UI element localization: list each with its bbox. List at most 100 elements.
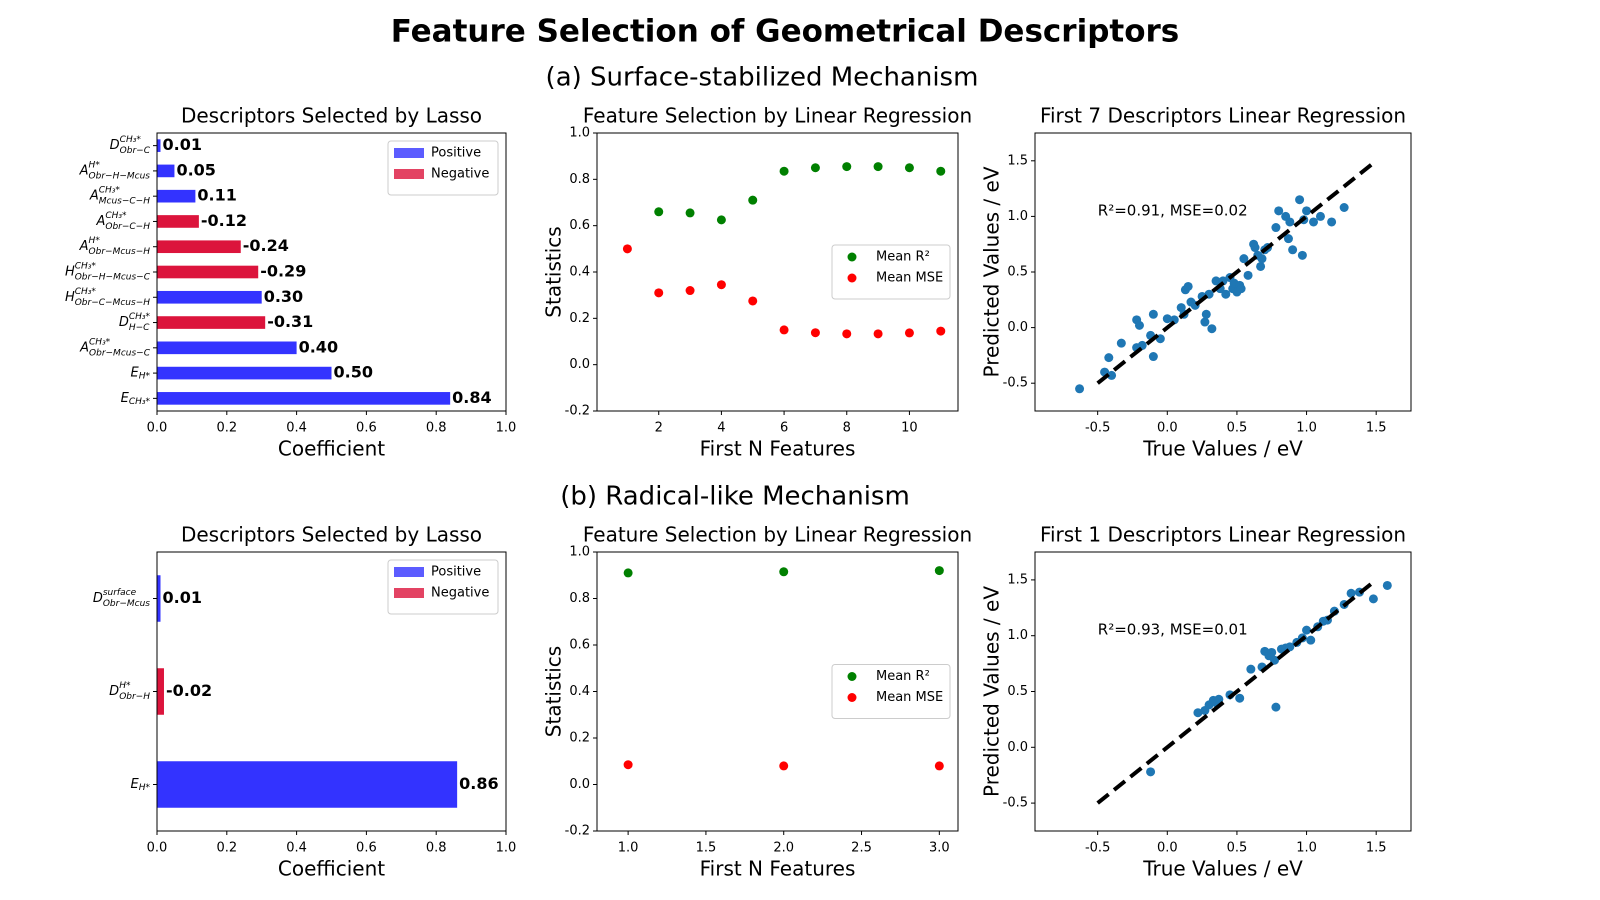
- y-axis-label: Predicted Values / eV: [980, 586, 1004, 797]
- point: [1075, 384, 1085, 394]
- x-tick-label: 0.5: [1227, 421, 1248, 436]
- x-tick-label: 0.2: [216, 421, 237, 436]
- point: [1104, 353, 1114, 363]
- point: [1107, 370, 1117, 380]
- y-tick-label: 0.4: [569, 265, 590, 280]
- axes-frame: [1034, 551, 1412, 832]
- legend-swatch: [394, 169, 424, 179]
- value-label: 0.11: [197, 186, 236, 205]
- y-tick-label: 0.0: [1007, 740, 1028, 755]
- category-label-sup: CH₃*: [75, 262, 97, 272]
- value-label: -0.12: [201, 211, 247, 230]
- point: [685, 208, 695, 218]
- category-label: E: [131, 366, 140, 381]
- point: [1201, 309, 1211, 319]
- category-label: H: [65, 290, 75, 305]
- point: [779, 166, 789, 176]
- point: [654, 207, 664, 217]
- x-tick-label: 0.2: [216, 841, 237, 856]
- bar: [157, 761, 458, 808]
- point: [1221, 289, 1231, 299]
- point: [1239, 254, 1249, 264]
- legend-label: Mean MSE: [876, 690, 943, 705]
- bar: [157, 189, 196, 203]
- annotation: R²=0.93, MSE=0.01: [1098, 621, 1248, 639]
- point: [1246, 664, 1256, 674]
- point: [1243, 270, 1253, 280]
- y-tick-label: 0.4: [569, 684, 590, 699]
- legend-label: Negative: [431, 167, 489, 182]
- point: [936, 326, 946, 336]
- point: [1134, 320, 1144, 330]
- legend-label: Mean MSE: [876, 271, 943, 286]
- axes-frame: [1034, 132, 1412, 412]
- x-tick-label: 8: [843, 421, 851, 436]
- y-tick-label: 0.8: [569, 172, 590, 187]
- x-axis-label: True Values / eV: [1142, 437, 1303, 461]
- category-label-sup: surface: [103, 588, 137, 598]
- y-tick-label: -0.5: [1003, 796, 1028, 811]
- point: [1302, 206, 1312, 216]
- x-tick-label: -0.5: [1085, 841, 1110, 856]
- point: [1309, 217, 1319, 227]
- point: [934, 761, 944, 771]
- value-label: 0.30: [264, 287, 303, 306]
- x-tick-label: 6: [780, 421, 788, 436]
- axes-frame: [156, 551, 507, 832]
- x-tick-label: 3.0: [929, 841, 950, 856]
- y-tick-label: -0.2: [565, 404, 590, 419]
- axes-frame: [596, 551, 959, 832]
- point: [623, 568, 633, 578]
- point: [936, 166, 946, 176]
- point: [1148, 309, 1158, 319]
- point: [1116, 338, 1126, 348]
- point: [1200, 317, 1210, 327]
- y-tick-label: -0.5: [1003, 376, 1028, 391]
- x-tick-label: 0.4: [286, 841, 307, 856]
- point: [1183, 281, 1193, 291]
- x-tick-label: 0.6: [356, 421, 377, 436]
- x-tick-label: 0.8: [426, 841, 447, 856]
- point: [1146, 767, 1156, 777]
- point: [779, 325, 789, 335]
- y-tick-label: 0.2: [569, 311, 590, 326]
- point: [904, 163, 914, 173]
- bar: [157, 575, 161, 622]
- x-tick-label: 1.0: [496, 421, 517, 436]
- category-label: D: [110, 138, 120, 153]
- point: [1235, 693, 1245, 703]
- y-tick-label: -0.2: [565, 824, 590, 839]
- category-label-sub: Obr−Mcus: [103, 599, 150, 609]
- y-tick-label: 0.0: [569, 357, 590, 372]
- y-tick-label: 0.0: [569, 777, 590, 792]
- chart-title: Descriptors Selected by Lasso: [181, 523, 482, 547]
- x-axis-label: True Values / eV: [1142, 857, 1303, 881]
- point: [1193, 708, 1203, 718]
- y-axis-label: Statistics: [542, 646, 566, 737]
- legend-marker: [847, 273, 857, 283]
- category-label-sup: H*: [119, 681, 131, 691]
- point: [810, 163, 820, 173]
- section-title: (b) Radical-like Mechanism: [560, 482, 910, 512]
- value-label: 0.84: [452, 388, 491, 407]
- bar: [157, 240, 241, 254]
- chart-title: First 1 Descriptors Linear Regression: [1040, 523, 1406, 547]
- category-label-sub: Obr−C−Mcus−H: [75, 298, 151, 308]
- legend-label: Negative: [431, 586, 489, 601]
- x-axis-label: First N Features: [700, 437, 856, 461]
- category-label: A: [95, 214, 105, 229]
- bar: [157, 215, 199, 228]
- point: [873, 329, 883, 339]
- category-label-sup: H*: [89, 160, 101, 170]
- point: [873, 162, 883, 172]
- y-tick-label: 1.5: [1007, 153, 1028, 168]
- point: [1302, 625, 1312, 635]
- y-tick-label: 1.5: [1007, 572, 1028, 587]
- point: [716, 280, 726, 290]
- category-label-sub: Obr−H−Mcus−C: [75, 273, 151, 283]
- legend-label: Mean R²: [876, 669, 930, 684]
- x-tick-label: 0.4: [286, 421, 307, 436]
- x-tick-label: 0.5: [1227, 841, 1248, 856]
- axes-frame: [156, 132, 507, 412]
